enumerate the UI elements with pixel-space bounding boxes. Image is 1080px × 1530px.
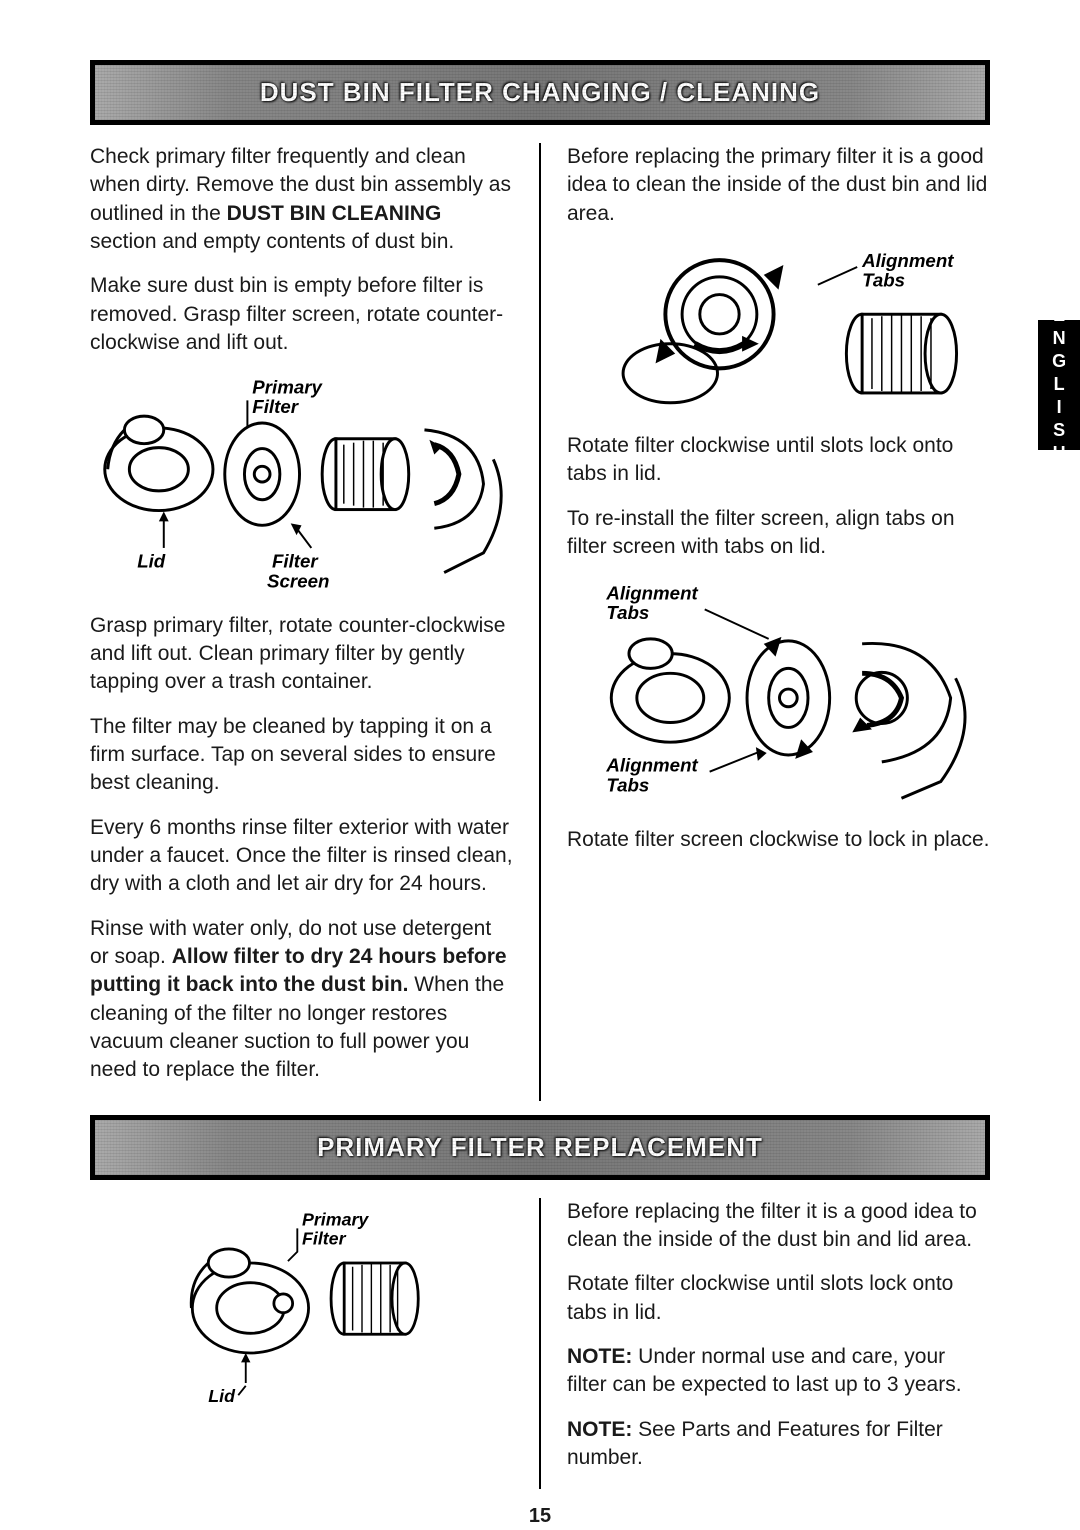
label-align-bot2: Tabs — [606, 774, 649, 795]
section-heading-text: PRIMARY FILTER REPLACEMENT — [317, 1132, 763, 1162]
text-bold: NOTE: — [567, 1345, 632, 1368]
label-filter-screen: Filter — [272, 550, 319, 571]
paragraph: Rinse with water only, do not use deterg… — [90, 915, 513, 1085]
diagram-filter-removal: Primary Filter — [90, 374, 513, 594]
paragraph: The filter may be cleaned by tapping it … — [90, 713, 513, 798]
label-align-bot: Alignment — [605, 754, 698, 775]
label-primary-filter2: Filter — [252, 396, 299, 417]
label-primary-filter: Primary — [252, 376, 323, 397]
language-tab: ENGLISH — [1038, 320, 1080, 450]
column-divider — [539, 1198, 541, 1489]
section-heading-text: DUST BIN FILTER CHANGING / CLEANING — [260, 77, 820, 107]
paragraph: Rotate filter screen clockwise to lock i… — [567, 826, 990, 854]
text-bold: DUST BIN CLEANING — [227, 202, 442, 225]
section2-left-column: Primary Filter — [90, 1198, 513, 1489]
section2-columns: Primary Filter — [90, 1198, 990, 1489]
paragraph: Rotate filter clockwise until slots lock… — [567, 432, 990, 489]
diagram-alignment-bottom: Alignment Tabs Alignme — [567, 578, 990, 808]
section1-right-column: Before replacing the primary filter it i… — [567, 143, 990, 1101]
label-tabs: Tabs — [862, 270, 905, 291]
paragraph: Every 6 months rinse filter exterior wit… — [90, 814, 513, 899]
column-divider — [539, 143, 541, 1101]
label-lid2: Lid — [208, 1386, 236, 1406]
section-heading-replacement: PRIMARY FILTER REPLACEMENT — [90, 1115, 990, 1180]
paragraph: To re-install the filter screen, align t… — [567, 505, 990, 562]
section2: PRIMARY FILTER REPLACEMENT Primary Filte… — [90, 1115, 990, 1489]
diagram-alignment-top: Alignment Tabs — [567, 244, 990, 414]
label-alignment: Alignment — [861, 250, 954, 271]
paragraph: NOTE: See Parts and Features for Filter … — [567, 1416, 990, 1473]
paragraph: Before replacing the filter it is a good… — [567, 1198, 990, 1255]
diagram-replacement: Primary Filter — [152, 1198, 452, 1418]
text: section and empty contents of dust bin. — [90, 230, 454, 253]
section1-left-column: Check primary filter frequently and clea… — [90, 143, 513, 1101]
paragraph: Make sure dust bin is empty before filte… — [90, 272, 513, 357]
paragraph: Rotate filter clockwise until slots lock… — [567, 1270, 990, 1327]
label-primary: Primary — [302, 1209, 369, 1229]
paragraph: Before replacing the primary filter it i… — [567, 143, 990, 228]
label-align-top: Alignment — [605, 582, 698, 603]
paragraph: NOTE: Under normal use and care, your fi… — [567, 1343, 990, 1400]
paragraph: Grasp primary filter, rotate counter-clo… — [90, 612, 513, 697]
section2-right-column: Before replacing the filter it is a good… — [567, 1198, 990, 1489]
section1-columns: Check primary filter frequently and clea… — [90, 143, 990, 1101]
section-heading-dust-bin: DUST BIN FILTER CHANGING / CLEANING — [90, 60, 990, 125]
label-lid: Lid — [137, 550, 166, 571]
paragraph: Check primary filter frequently and clea… — [90, 143, 513, 256]
label-filter-screen2: Screen — [267, 570, 329, 591]
label-filter: Filter — [302, 1228, 347, 1248]
label-align-top2: Tabs — [606, 602, 649, 623]
text-bold: NOTE: — [567, 1418, 632, 1441]
page-number: 15 — [90, 1503, 990, 1530]
